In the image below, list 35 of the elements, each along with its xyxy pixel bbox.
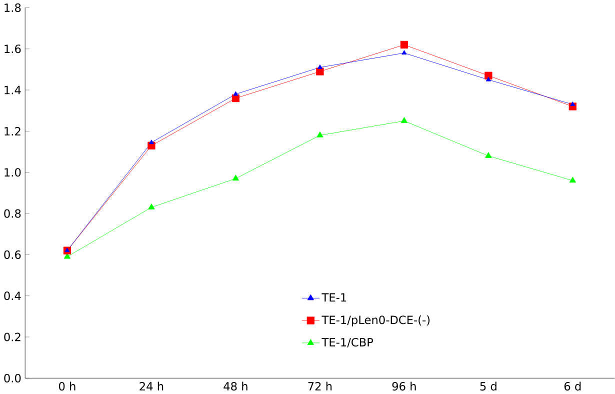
point (486, 76, 491, 82)
point (316, 131, 324, 138)
point (317, 64, 322, 69)
legend-label: TE-1 (322, 293, 346, 302)
y-tick-label: 0.8 (4, 209, 21, 218)
y-tick-label: 0.6 (4, 250, 21, 259)
y-tick-label: 1.6 (4, 44, 21, 54)
x-tick-label: 48 h (224, 382, 248, 391)
x-tick-label: 5 d (480, 382, 496, 391)
point (316, 68, 324, 76)
point (570, 102, 576, 106)
y-tick-label: 0.0 (4, 374, 21, 382)
legend-label: TE-1/CBP (322, 338, 374, 348)
x-tick-label: 72 h (308, 382, 332, 390)
point (232, 174, 240, 181)
point (400, 117, 408, 123)
x-tick-label: 24 h (140, 382, 164, 390)
point (484, 72, 492, 80)
point (148, 204, 155, 210)
point (485, 152, 492, 158)
y-tick-label: 1.2 (4, 126, 20, 136)
legend-label: TE-1/pLen0-DCE-(-) (322, 315, 430, 326)
y-tick-label: 1.8 (4, 3, 21, 12)
y-tick-label: 0.4 (4, 292, 21, 300)
x-tick-label: 0 h (58, 382, 76, 391)
point (400, 40, 408, 49)
point (233, 91, 238, 96)
y-tick-label: 1.0 (4, 168, 21, 177)
x-tick-label: 6 d (564, 382, 581, 391)
y-tick-label: 0.2 (4, 332, 20, 342)
y-tick-label: 1.4 (4, 86, 21, 94)
x-tick-label: 96 h (392, 382, 416, 391)
point (148, 140, 154, 144)
point (569, 176, 576, 183)
point (402, 50, 407, 55)
